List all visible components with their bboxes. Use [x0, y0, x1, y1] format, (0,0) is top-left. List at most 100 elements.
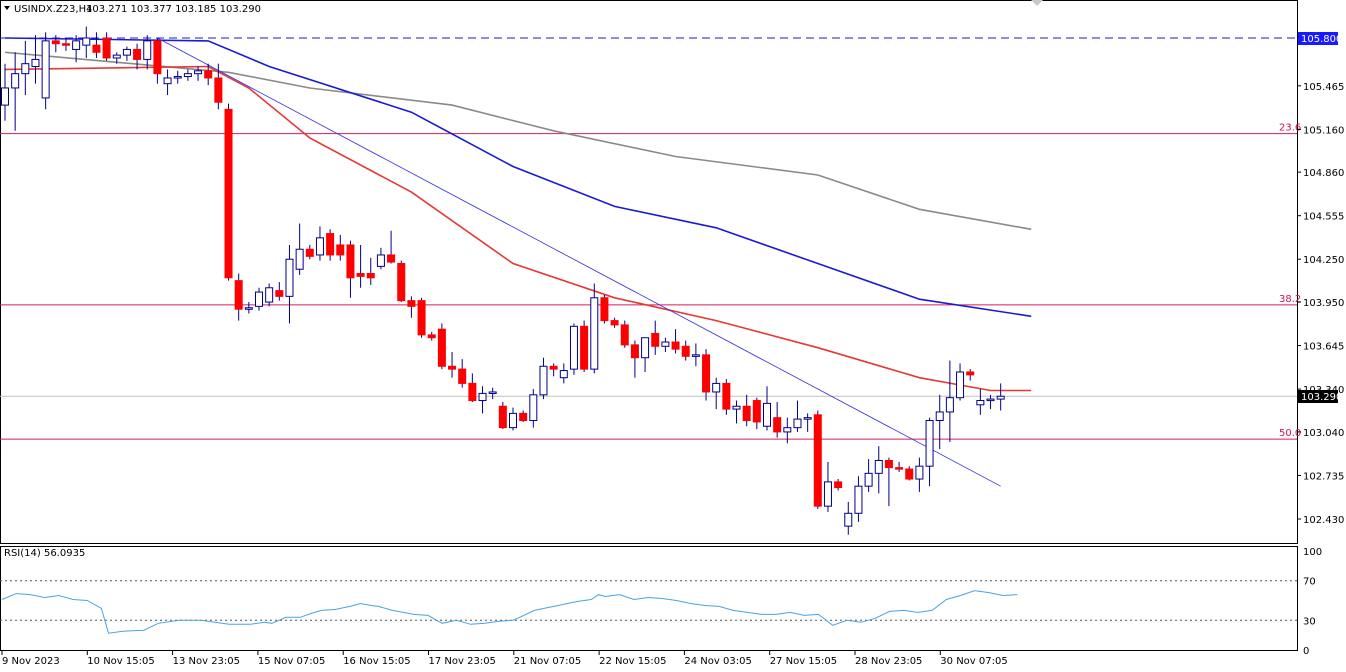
- time-label-6: 21 Nov 07:05: [514, 656, 581, 667]
- candle-body-78: [793, 418, 802, 429]
- candle-body-26: [265, 287, 274, 303]
- candle-body-74: [752, 400, 761, 423]
- candle-body-88: [895, 467, 904, 470]
- current-price-tag-bg: [1298, 390, 1338, 403]
- menu-triangle-icon[interactable]: [4, 6, 10, 10]
- candle-body-17: [173, 76, 182, 79]
- candle-body-34: [346, 244, 355, 279]
- price-tick-label-1: 105.160: [1303, 125, 1344, 136]
- time-label-10: 28 Nov 23:05: [855, 656, 922, 667]
- candle-body-71: [722, 382, 731, 410]
- time-label-5: 17 Nov 23:05: [429, 656, 496, 667]
- candle-body-93: [945, 397, 954, 413]
- moving-averages: [4, 37, 1032, 487]
- price-tick-label-5: 103.950: [1303, 298, 1344, 309]
- scroll-marker-icon[interactable]: [1031, 0, 1043, 6]
- candle-body-7: [72, 40, 81, 50]
- candle-body-67: [681, 345, 690, 357]
- candle-body-89: [905, 468, 914, 480]
- candle-body-82: [834, 481, 843, 489]
- candle-body-76: [773, 417, 782, 433]
- candle-body-32: [326, 233, 335, 256]
- candle-body-16: [163, 77, 172, 85]
- candle-body-8: [82, 37, 91, 46]
- candle-body-81: [823, 481, 832, 507]
- candle-body-73: [742, 405, 751, 422]
- current-price-tag: 103.290: [1301, 392, 1342, 403]
- candle-body-33: [336, 244, 345, 256]
- candle-body-91: [925, 420, 934, 467]
- candle-body-30: [305, 248, 314, 257]
- candle-body-40: [407, 300, 416, 307]
- candle-body-90: [915, 465, 924, 480]
- time-label-1: 10 Nov 15:05: [87, 656, 154, 667]
- price-tick-label-10: 102.430: [1303, 515, 1344, 526]
- price-tick-label-0: 105.465: [1303, 82, 1344, 93]
- candle-body-60: [610, 320, 619, 326]
- time-axis: 9 Nov 2023 10 Nov 15:05 13 Nov 23:05 15 Nov…: [1, 651, 1008, 667]
- candle-body-92: [935, 411, 944, 422]
- candle-body-25: [255, 291, 263, 307]
- candle-body-57: [580, 325, 589, 370]
- candle-body-41: [417, 300, 426, 336]
- time-label-11: 30 Nov 07:05: [940, 656, 1007, 667]
- rsi-line: [1, 590, 1018, 634]
- candle-body-58: [590, 297, 599, 370]
- rsi-indicator: 100 70 30 0: [0, 547, 1322, 657]
- candle-body-2: [21, 63, 30, 75]
- candle-body-66: [671, 341, 680, 350]
- time-label-8: 24 Nov 03:05: [684, 656, 751, 667]
- rsi-tick-label-0: 100: [1303, 547, 1322, 558]
- candle-body-55: [559, 370, 568, 379]
- candle-body-77: [783, 427, 792, 433]
- candle-body-62: [630, 344, 639, 359]
- candle-body-31: [315, 237, 324, 256]
- candle-body-21: [214, 77, 223, 103]
- candle-body-69: [702, 354, 711, 393]
- price-axis: 105.465 105.160 104.860 104.555 104.250 103.9…: [1297, 82, 1344, 526]
- candle-body-94: [956, 371, 965, 399]
- candle-body-22: [224, 108, 233, 279]
- price-tick-label-9: 102.735: [1303, 471, 1344, 482]
- candle-body-12: [122, 48, 131, 56]
- candle-body-64: [651, 332, 660, 347]
- ma-red-line: [4, 65, 1032, 392]
- candle-body-45: [458, 368, 467, 384]
- price-tick-label-4: 104.250: [1303, 255, 1344, 266]
- candle-body-37: [376, 254, 385, 267]
- candle-body-24: [244, 307, 253, 310]
- candle-body-38: [387, 254, 396, 263]
- time-label-0: 9 Nov 2023: [2, 656, 60, 667]
- candle-body-97: [986, 398, 995, 402]
- candle-body-53: [539, 365, 548, 396]
- candle-body-14: [143, 40, 152, 60]
- candle-body-10: [102, 37, 111, 59]
- candle-body-79: [803, 417, 812, 420]
- candle-body-9: [92, 44, 101, 53]
- time-label-3: 15 Nov 07:05: [258, 656, 325, 667]
- candle-body-54: [549, 365, 558, 370]
- price-pane[interactable]: [0, 0, 1298, 544]
- ma-gray-line: [4, 51, 1032, 231]
- rsi-pane[interactable]: [0, 546, 1298, 651]
- candle-body-50: [509, 412, 517, 429]
- candle-body-63: [641, 337, 650, 359]
- rsi-tick-label-1: 70: [1303, 577, 1316, 588]
- candle-body-65: [661, 341, 670, 347]
- candle-body-47: [478, 392, 487, 402]
- candle-body-29: [295, 248, 304, 270]
- resistance-tag: 105.800: [1301, 34, 1342, 45]
- rsi-label: RSI(14) 56.0935: [4, 548, 85, 559]
- candle-body-4: [41, 40, 50, 99]
- candle-body-75: [763, 402, 771, 427]
- candle-body-85: [864, 472, 873, 487]
- candle-body-70: [712, 382, 721, 393]
- fib-label-0: 23.6: [1279, 123, 1301, 134]
- candle-body-3: [31, 58, 40, 68]
- candle-body-59: [600, 297, 609, 322]
- price-tick-label-2: 104.860: [1303, 168, 1344, 179]
- candle-body-56: [569, 325, 578, 370]
- candle-body-72: [732, 405, 741, 410]
- candle-body-15: [153, 40, 162, 75]
